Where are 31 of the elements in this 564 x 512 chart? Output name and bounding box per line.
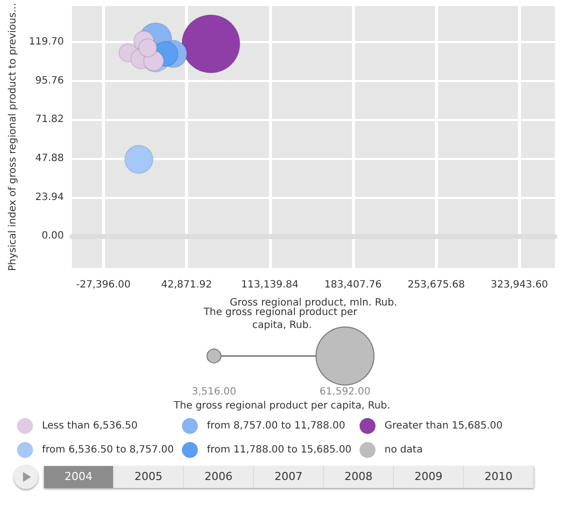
- text: 2007: [254, 466, 324, 488]
- text: 2010: [464, 466, 534, 488]
- text: 2008: [324, 466, 394, 488]
- y-tick-label: 47.88: [35, 152, 64, 164]
- legend-label: Greater than 15,685.00: [384, 420, 503, 432]
- y-tick-label: 95.76: [35, 75, 64, 86]
- legend-label: from 6,536.50 to 8,757.00: [42, 444, 174, 456]
- legend-label: no data: [384, 444, 423, 456]
- legend-label: Less than 6,536.50: [42, 420, 138, 432]
- y-tick-label: 71.82: [35, 114, 64, 126]
- x-tick-label: 113,139.84: [241, 280, 298, 290]
- text: 2005: [114, 466, 184, 488]
- x-axis-title: Gross regional product, mln. Rub.: [230, 298, 398, 308]
- x-tick-label: 183,407.76: [324, 280, 382, 290]
- y-axis-title: Physical index of gross regional product to previous...: [8, 3, 18, 272]
- legend-title: The gross regional product per capita, Rub.: [172, 400, 390, 412]
- legend-label: from 11,788.00 to 15,685.00: [206, 444, 352, 456]
- y-tick-label: 23.94: [35, 192, 64, 203]
- legend-label: from 8,757.00 to 11,788.00: [206, 420, 346, 432]
- text: 2006: [184, 466, 254, 488]
- x-tick-label: -27,396.00: [76, 280, 131, 290]
- x-tick-label: 323,943.60: [490, 280, 548, 290]
- x-tick-label: 42,871.92: [161, 280, 212, 290]
- y-tick-label: 119.70: [28, 36, 64, 48]
- x-tick-label: 253,675.68: [408, 280, 465, 290]
- text: 2009: [394, 466, 464, 488]
- text: 2004: [44, 466, 114, 488]
- y-tick-label: 0.00: [42, 230, 64, 242]
- legend-label: 3,516.00: [192, 386, 236, 398]
- text: The gross regional product per capita, Rub.: [202, 307, 360, 331]
- legend-label: 61,592.00: [320, 386, 370, 398]
